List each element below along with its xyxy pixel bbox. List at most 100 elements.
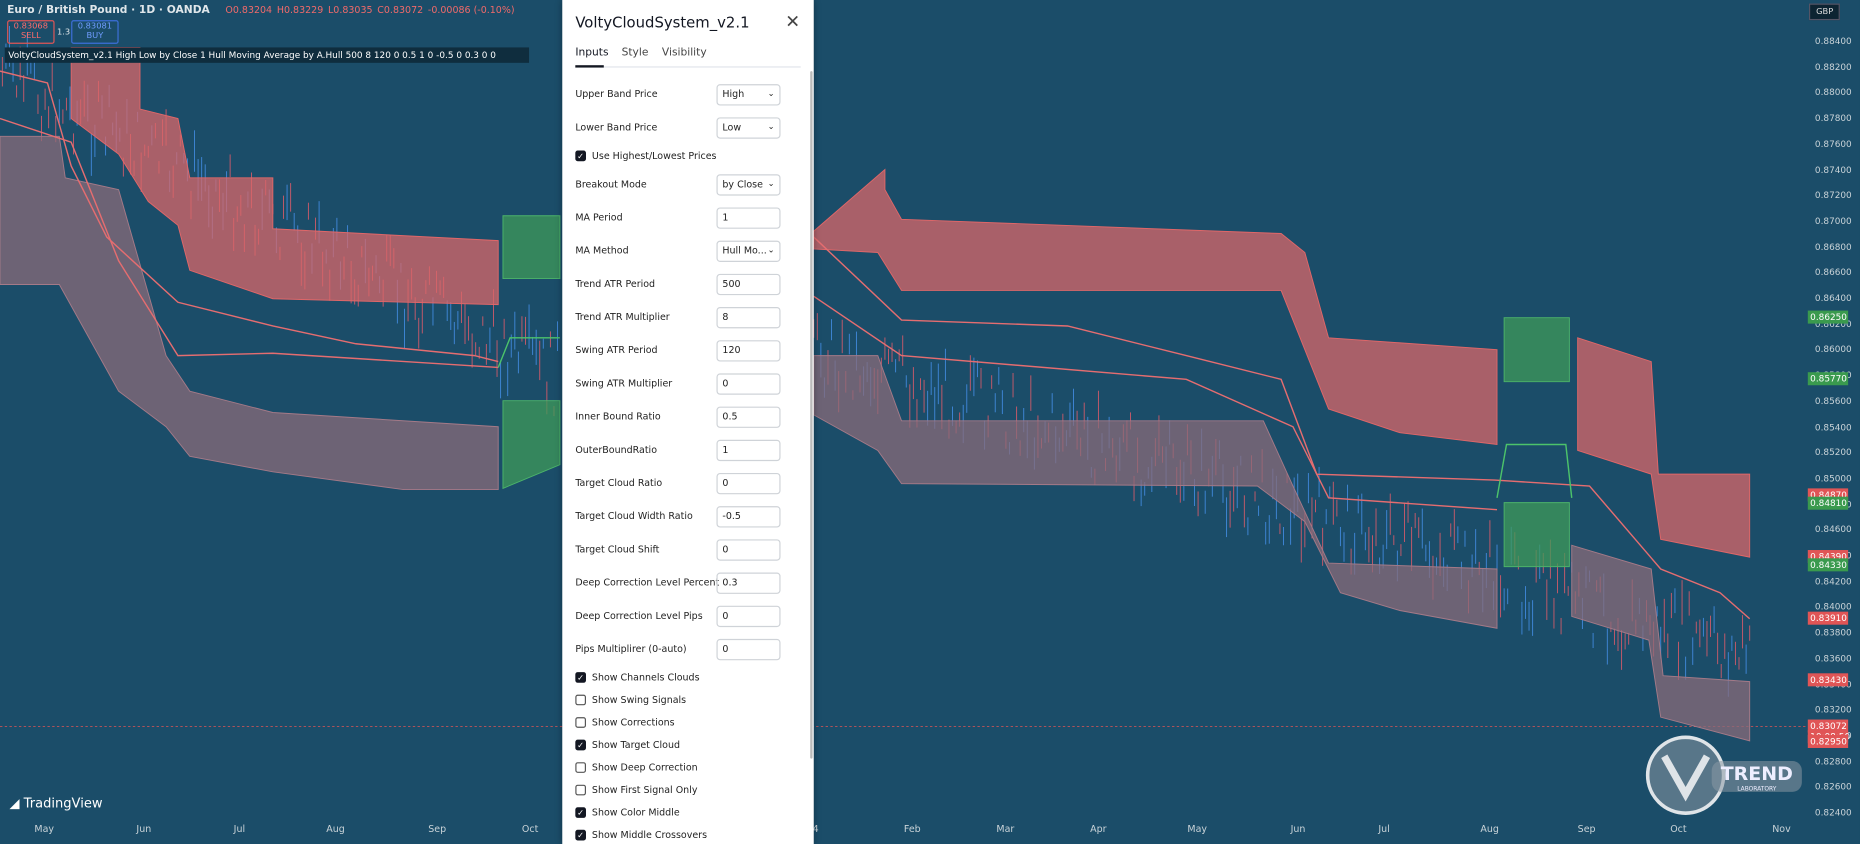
input-label: Target Cloud Width Ratio (575, 510, 693, 522)
checkbox-label: Show Color Middle (591, 807, 680, 818)
checkbox-label: Show Channels Clouds (591, 672, 700, 683)
input-label: OuterBoundRatio (575, 444, 657, 456)
price-label: 0.87000 (1814, 215, 1852, 227)
input-value: 0 (722, 378, 729, 389)
input-label: Inner Bound Ratio (575, 411, 661, 422)
input-label: Swing ATR Period (575, 344, 658, 356)
dialog-title: VoltyCloudSystem_v2.1 (575, 13, 750, 31)
chevron: ⌄ (767, 178, 775, 189)
indicator-label[interactable]: VoltyCloudSystem_v2.1 High Low by Close … (4, 47, 530, 63)
text-input[interactable]: 1 (716, 207, 781, 229)
clouds (0, 46, 1751, 742)
price-label: 0.84200 (1814, 575, 1852, 587)
ohlc-value: -0.00086 (-0.10%) (427, 4, 515, 16)
price-label: 0.87400 (1814, 164, 1852, 175)
buy-button[interactable]: 0.83081 BUY (71, 20, 119, 44)
middle-line (1496, 443, 1573, 498)
price-marker: 0.83072 (1807, 719, 1849, 733)
price-marker: 0.84810 (1807, 496, 1849, 510)
target-cloud (502, 215, 561, 280)
price-label: 0.87200 (1814, 189, 1852, 201)
price-label: 0.82400 (1814, 807, 1852, 818)
price-marker: 0.84330 (1807, 557, 1849, 571)
lower-cloud (813, 355, 1498, 629)
close-button[interactable]: ✕ (785, 10, 801, 33)
time-label: Oct (1670, 823, 1687, 835)
sell-label: SELL (20, 30, 41, 41)
text-input[interactable]: 120 (716, 340, 781, 362)
input-label: Swing ATR Multiplier (575, 378, 673, 389)
checkbox[interactable] (575, 717, 586, 728)
time-label: Jun (136, 823, 152, 835)
checkbox[interactable] (575, 762, 586, 773)
checkbox[interactable]: ✓ (575, 807, 586, 818)
tab[interactable]: Style (621, 47, 649, 60)
text-input[interactable]: 500 (716, 273, 781, 296)
input-value: by Close (722, 178, 763, 190)
upper-cloud (70, 46, 499, 306)
price-label: 0.86800 (1814, 241, 1852, 253)
checkbox[interactable]: ✓ (575, 672, 586, 683)
middle-line (0, 70, 499, 363)
tab[interactable]: Inputs (575, 47, 609, 60)
input-label: Trend ATR Period (575, 278, 656, 290)
input-label: Deep Correction Level Percent (575, 577, 720, 588)
checkbox-label: Show Swing Signals (591, 694, 687, 706)
logo: TREND LABORATORY (1645, 735, 1802, 815)
logo-bar (1711, 761, 1802, 792)
sell-price: 0.83068 (13, 21, 49, 31)
text-input[interactable]: 0 (716, 472, 781, 495)
sell-button[interactable]: 0.83068 SELL (7, 20, 55, 44)
text-input[interactable]: -0.5 (716, 506, 781, 528)
logo-title: TREND (1721, 763, 1793, 785)
text-input[interactable]: 0 (716, 539, 781, 561)
select[interactable]: High ⌄ (716, 84, 781, 106)
text-input[interactable]: 0 (716, 638, 781, 661)
input-label: Target Cloud Shift (575, 544, 660, 555)
brand: ◢ TradingView (9, 795, 103, 811)
input-label: Breakout Mode (575, 178, 647, 190)
time-label: Jul (233, 823, 246, 835)
select[interactable]: by Close ⌄ (716, 174, 781, 196)
price-marker: 0.86250 (1807, 310, 1849, 324)
select[interactable]: Hull Mo... ⌄ (716, 240, 781, 262)
checkbox[interactable]: ✓ (575, 739, 586, 751)
checkbox[interactable] (575, 784, 586, 796)
checkbox-label: Show Middle Crossovers (591, 829, 708, 841)
select[interactable]: Low ⌄ (716, 117, 781, 139)
settings-dialog: VoltyCloudSystem_v2.1 ✕ Inputs Style Visib… (562, 0, 814, 844)
input-value: -0.5 (722, 510, 741, 522)
input-label: Trend ATR Multiplier (575, 311, 670, 323)
symbol: Euro / British Pound · 1D · OANDA (7, 4, 210, 17)
time-label: Jul (1378, 823, 1390, 835)
price-label: 0.87800 (1814, 112, 1852, 124)
chart-canvas (0, 25, 1807, 742)
text-input[interactable]: 0 (716, 605, 781, 628)
input-value: 120 (722, 344, 741, 356)
input-label: MA Method (575, 245, 629, 257)
price-marker: 0.83910 (1807, 611, 1849, 625)
text-input[interactable]: 1 (716, 439, 781, 462)
input-value: High (722, 88, 745, 100)
text-input[interactable]: 0.5 (716, 406, 781, 428)
text-input[interactable]: 8 (716, 307, 781, 329)
currency[interactable]: GBP (1808, 3, 1841, 21)
price-label: 0.88000 (1814, 86, 1852, 98)
target-cloud (1503, 502, 1570, 568)
checkbox[interactable]: ✓ (575, 829, 586, 841)
buy-price: 0.83081 (77, 21, 113, 31)
checkbox[interactable]: ✓ (575, 150, 586, 162)
checkbox-label: Show First Signal Only (591, 784, 698, 796)
middle-lines (0, 70, 1751, 620)
ohlc-value: L0.83035 (327, 4, 373, 16)
input-label: Deep Correction Level Pips (575, 610, 703, 622)
checkbox[interactable] (575, 694, 586, 706)
text-input[interactable]: 0.3 (716, 572, 781, 594)
brand-text: TradingView (23, 795, 103, 811)
input-value: 0 (722, 477, 729, 489)
time-label: Apr (1090, 823, 1107, 835)
input-value: Low (722, 122, 742, 133)
tab[interactable]: Visibility (661, 47, 707, 60)
text-input[interactable]: 0 (716, 373, 781, 395)
